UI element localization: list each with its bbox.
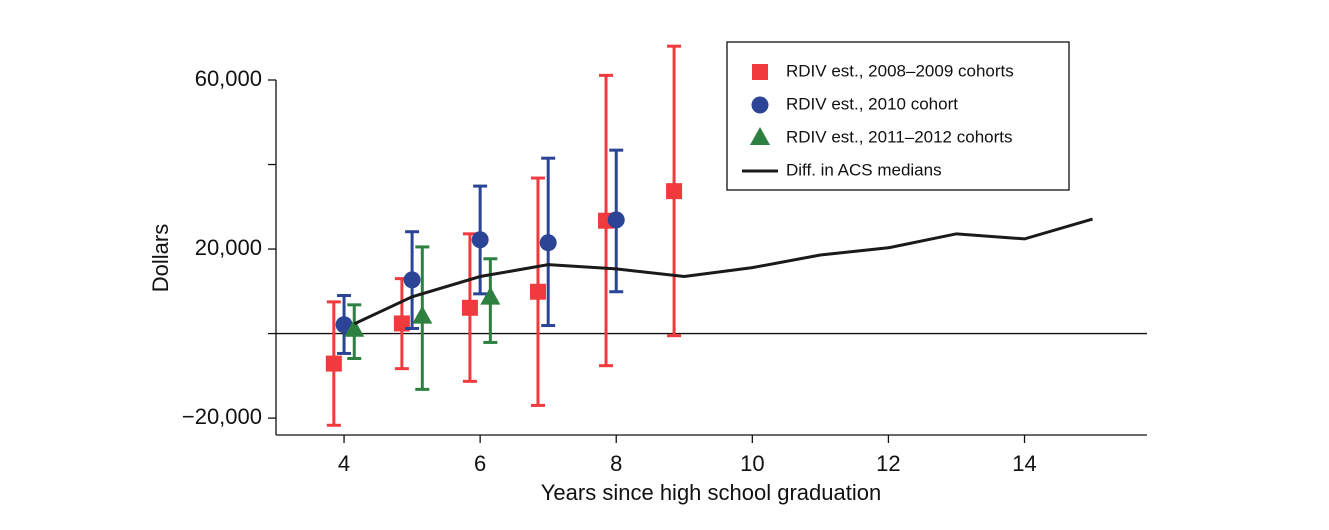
point: [412, 305, 433, 324]
point: [666, 183, 683, 200]
y-tick-label: 20,000: [195, 235, 262, 260]
y-tick-label: −20,000: [182, 404, 262, 429]
point: [335, 316, 353, 334]
legend-label: RDIV est., 2011–2012 cohorts: [786, 127, 1013, 146]
legend-swatch: [751, 96, 769, 114]
y-tick-label: 60,000: [195, 66, 262, 91]
legend-label: RDIV est., 2008–2009 cohorts: [786, 61, 1014, 80]
point: [471, 231, 489, 249]
legend-label: Diff. in ACS medians: [786, 160, 942, 179]
point: [403, 271, 421, 289]
point: [480, 286, 501, 305]
legend-label: RDIV est., 2010 cohort: [786, 94, 958, 113]
point: [529, 283, 546, 300]
x-axis-label: Years since high school graduation: [541, 480, 881, 505]
line: [353, 217, 1093, 326]
x-tick-label: 12: [876, 451, 900, 476]
x-tick-label: 4: [338, 451, 350, 476]
point: [461, 299, 478, 316]
legend-swatch: [750, 127, 770, 145]
point: [539, 234, 557, 252]
y-axis-label: Dollars: [148, 224, 173, 292]
x-tick-label: 10: [740, 451, 764, 476]
point: [607, 211, 625, 229]
x-tick-label: 6: [474, 451, 486, 476]
x-tick-label: 8: [610, 451, 622, 476]
legend-swatch: [752, 64, 768, 80]
point: [344, 318, 365, 337]
legend-box: [726, 41, 1070, 191]
x-tick-label: 14: [1012, 451, 1036, 476]
point: [325, 355, 342, 372]
